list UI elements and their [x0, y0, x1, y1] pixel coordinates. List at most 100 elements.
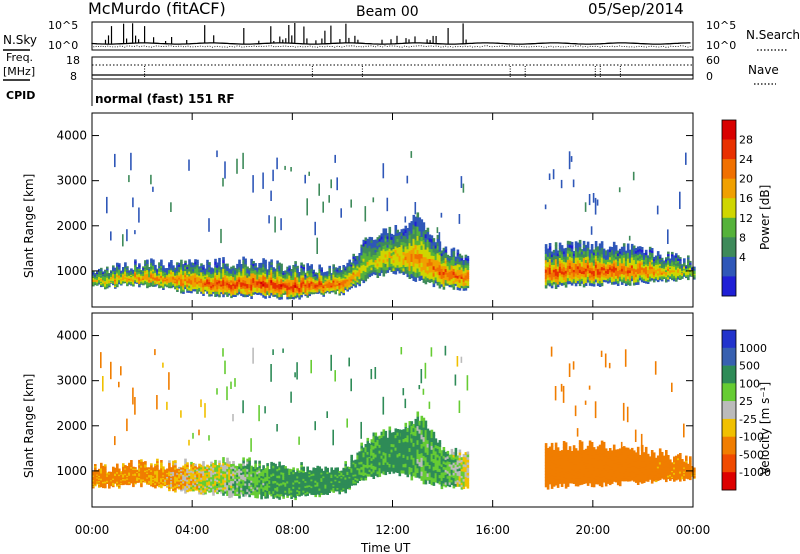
heatmap-cell [154, 470, 157, 473]
heatmap-cell [650, 261, 654, 265]
heatmap-cell [378, 243, 382, 248]
heatmap-cell [126, 269, 129, 271]
heatmap-cell [612, 278, 616, 282]
heatmap-cell [92, 471, 95, 474]
heatmap-cell [598, 280, 602, 284]
heatmap-cell [176, 262, 179, 265]
heatmap-cell [582, 257, 586, 262]
heatmap-cell [134, 481, 137, 484]
heatmap-cell [370, 250, 374, 254]
heatmap-cell [168, 271, 171, 274]
heatmap-cell [198, 487, 201, 491]
heatmap-cell [424, 230, 428, 235]
heatmap-cell [552, 276, 556, 280]
heatmap-cell [100, 462, 103, 465]
heatmap-cell [224, 475, 227, 479]
heatmap-cell [272, 288, 275, 291]
heatmap-cell [222, 478, 225, 483]
heatmap-cell [216, 487, 219, 491]
heatmap-cell [406, 231, 410, 236]
heatmap-cell [206, 477, 209, 481]
heatmap-cell [687, 267, 690, 270]
heatmap-cell [132, 478, 135, 480]
heatmap-cell [124, 474, 127, 477]
heatmap-cell [242, 268, 245, 272]
heatmap-cell [280, 218, 282, 231]
heatmap-cell [384, 250, 388, 255]
heatmap-cell [432, 255, 436, 260]
heatmap-cell [212, 476, 215, 480]
heatmap-cell [94, 474, 97, 477]
heatmap-cell [126, 472, 129, 475]
heatmap-cell [288, 274, 291, 278]
freq-tick-top: 18 [66, 54, 80, 67]
heatmap-cell [156, 269, 159, 272]
heatmap-cell [328, 273, 331, 277]
heatmap-cell [630, 243, 634, 247]
heatmap-cell [438, 261, 442, 266]
heatmap-cell [380, 258, 384, 262]
heatmap-cell [116, 476, 119, 479]
heatmap-cell [448, 267, 452, 270]
heatmap-cell [144, 465, 147, 468]
heatmap-cell [452, 271, 456, 275]
heatmap-cell [198, 282, 201, 285]
heatmap-cell [264, 287, 267, 291]
heatmap-cell [464, 264, 468, 268]
heatmap-cell [94, 278, 97, 281]
heatmap-cell [582, 267, 586, 271]
heatmap-cell [198, 271, 201, 274]
heatmap-cell [366, 244, 370, 248]
heatmap-cell [308, 287, 311, 290]
heatmap-cell [382, 262, 386, 267]
heatmap-cell [390, 244, 394, 248]
heatmap-cell [150, 477, 153, 480]
heatmap-cell [104, 484, 107, 487]
heatmap-cell [172, 482, 175, 485]
heatmap-cell [142, 463, 145, 466]
heatmap-cell [156, 476, 159, 479]
heatmap-cell [146, 269, 149, 273]
heatmap-cell [212, 465, 215, 468]
heatmap-cell [350, 280, 353, 283]
heatmap-cell [148, 481, 151, 484]
heatmap-cell [586, 264, 590, 269]
heatmap-cell [160, 259, 163, 263]
heatmap-cell [350, 273, 353, 276]
heatmap-cell [154, 284, 157, 287]
heatmap-cell [586, 250, 590, 254]
heatmap-cell [350, 276, 353, 280]
heatmap-cell [144, 479, 147, 482]
heatmap-cell [238, 276, 241, 280]
heatmap-cell [290, 269, 293, 272]
heatmap-cell [618, 269, 622, 273]
heatmap-cell [212, 488, 215, 492]
heatmap-cell [276, 295, 279, 299]
heatmap-cell [148, 467, 151, 469]
heatmap-cell [230, 275, 233, 279]
heatmap-cell [400, 244, 404, 249]
heatmap-cell [564, 270, 568, 274]
heatmap-cell [202, 487, 205, 491]
heatmap-cell [208, 218, 210, 232]
heatmap-cell [652, 262, 656, 265]
heatmap-cell [122, 269, 125, 271]
heatmap-cell [662, 263, 666, 265]
heatmap-cell [336, 275, 339, 278]
heatmap-cell [340, 291, 343, 294]
heatmap-cell [438, 284, 442, 289]
heatmap-cell [292, 267, 295, 271]
heatmap-cell [140, 480, 143, 484]
heatmap-cell [326, 290, 329, 293]
heatmap-cell [358, 276, 361, 280]
heatmap-cell [250, 290, 253, 294]
heatmap-cell [152, 485, 155, 488]
heatmap-cell [642, 257, 646, 260]
heatmap-cell [614, 250, 618, 254]
heatmap-cell [544, 275, 548, 280]
heatmap-cell [424, 249, 428, 254]
heatmap-cell [106, 283, 109, 286]
heatmap-cell [572, 274, 576, 277]
heatmap-cell [110, 277, 113, 280]
heatmap-cell [236, 466, 239, 469]
